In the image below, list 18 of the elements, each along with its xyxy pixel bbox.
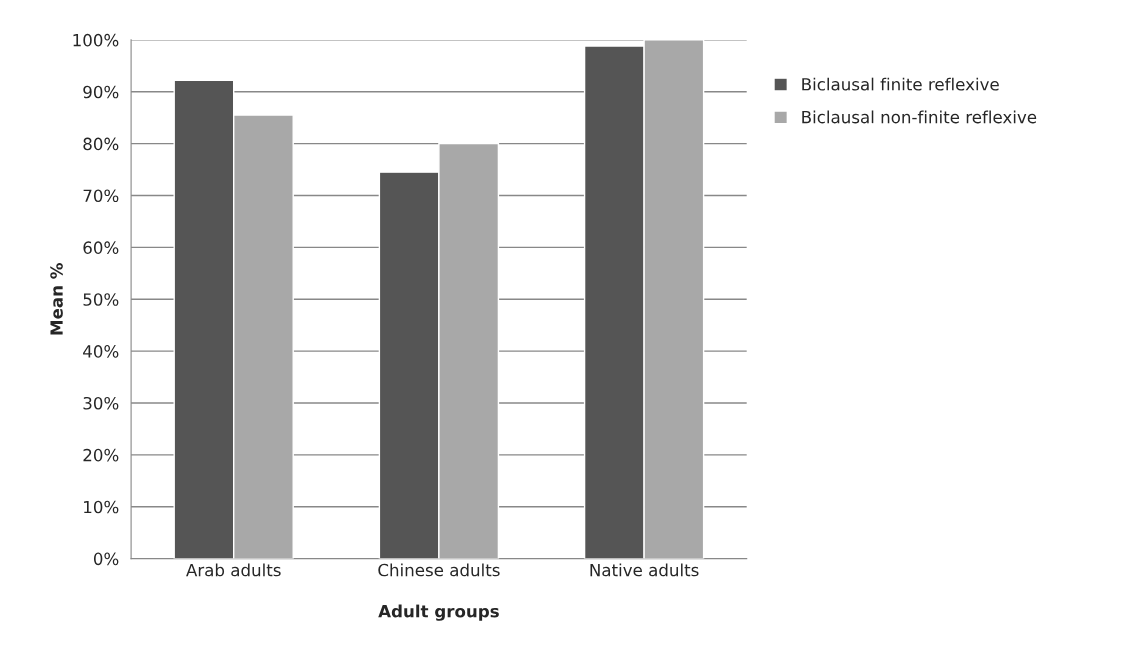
y-axis-title: Mean %	[50, 263, 63, 335]
y-tick-label: 70%	[83, 189, 119, 203]
y-tick-label: 80%	[83, 137, 119, 151]
y-tick-label: 40%	[83, 345, 119, 358]
legend-label: Biclausal non-finite reflexive	[802, 110, 1037, 124]
y-tick-label: 10%	[84, 500, 119, 514]
y-tick-label: 60%	[83, 241, 119, 254]
y-tick-label: 90%	[83, 85, 119, 99]
x-tick-label: Chinese adults	[378, 563, 500, 577]
legend-label: Biclausal finite reflexive	[802, 77, 999, 91]
y-tick-label: 100%	[73, 33, 119, 47]
x-tick-label: Arab adults	[186, 563, 281, 577]
y-tick-label: 30%	[83, 396, 119, 410]
y-tick-label: 50%	[83, 293, 119, 306]
x-axis-title: Adult groups	[378, 604, 499, 621]
x-tick-label: Native adults	[590, 563, 699, 577]
y-tick-label: 20%	[83, 448, 119, 462]
y-tick-label: 0%	[93, 552, 119, 566]
